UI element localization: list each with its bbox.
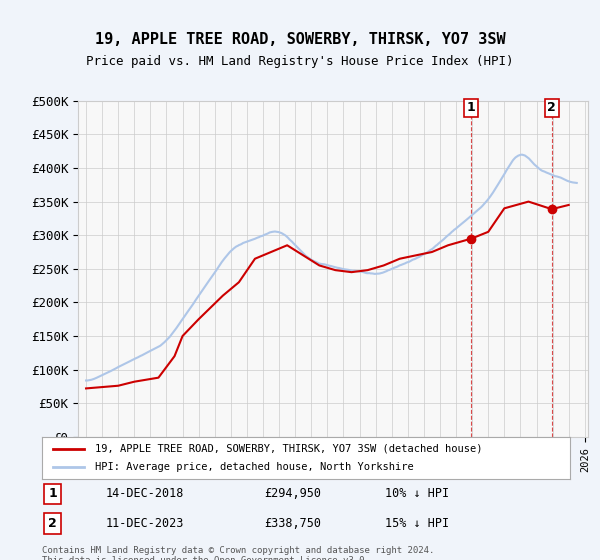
Text: 2: 2 (48, 517, 57, 530)
Text: £338,750: £338,750 (264, 517, 321, 530)
Text: 14-DEC-2018: 14-DEC-2018 (106, 487, 184, 501)
Text: 19, APPLE TREE ROAD, SOWERBY, THIRSK, YO7 3SW (detached house): 19, APPLE TREE ROAD, SOWERBY, THIRSK, YO… (95, 444, 482, 454)
Text: 19, APPLE TREE ROAD, SOWERBY, THIRSK, YO7 3SW: 19, APPLE TREE ROAD, SOWERBY, THIRSK, YO… (95, 32, 505, 46)
Text: HPI: Average price, detached house, North Yorkshire: HPI: Average price, detached house, Nort… (95, 462, 413, 472)
Text: Price paid vs. HM Land Registry's House Price Index (HPI): Price paid vs. HM Land Registry's House … (86, 55, 514, 68)
Text: 15% ↓ HPI: 15% ↓ HPI (385, 517, 449, 530)
Text: 11-DEC-2023: 11-DEC-2023 (106, 517, 184, 530)
Text: Contains HM Land Registry data © Crown copyright and database right 2024.
This d: Contains HM Land Registry data © Crown c… (42, 546, 434, 560)
Text: 10% ↓ HPI: 10% ↓ HPI (385, 487, 449, 501)
Text: £294,950: £294,950 (264, 487, 321, 501)
Text: 1: 1 (467, 101, 476, 114)
Text: 2: 2 (547, 101, 556, 114)
Text: 1: 1 (48, 487, 57, 501)
